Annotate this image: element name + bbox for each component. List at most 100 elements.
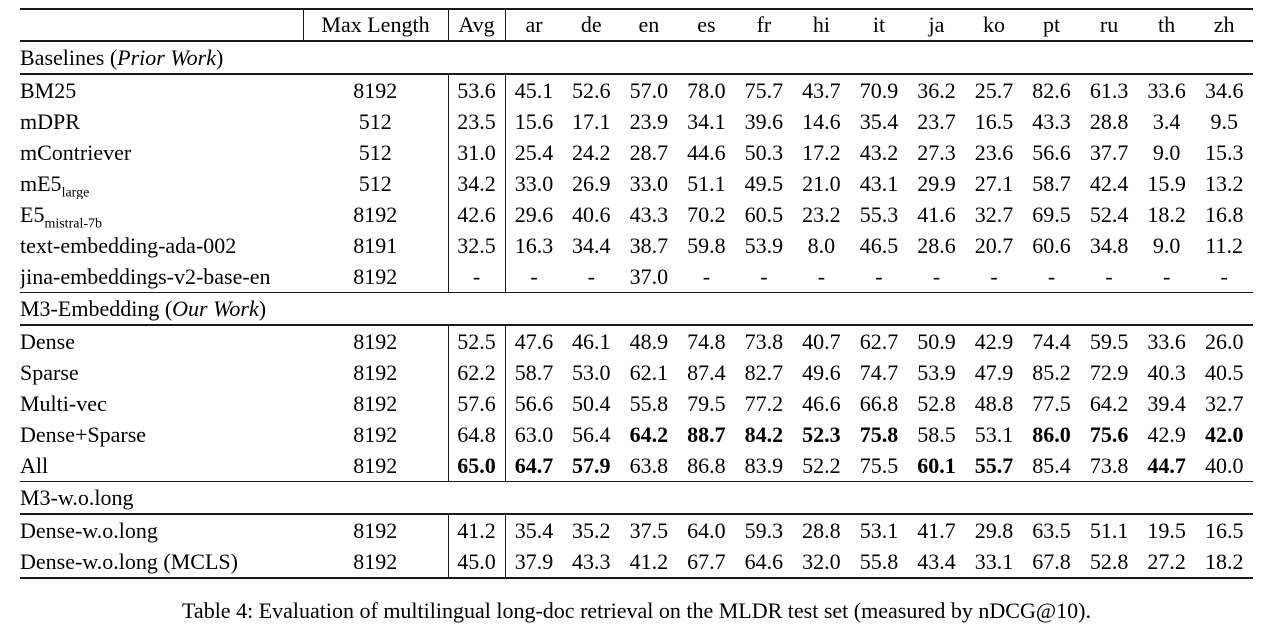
- table-caption: Table 4: Evaluation of multilingual long…: [182, 598, 1091, 623]
- score-cell: 52.2: [802, 452, 841, 478]
- score-cell: 43.3: [629, 201, 669, 227]
- score-cell: -: [702, 263, 711, 289]
- section-title-text: Baselines (: [20, 44, 118, 70]
- score-cell: 62.7: [859, 328, 899, 354]
- score-cell: 64.6: [744, 548, 784, 574]
- score-cell: 13.2: [1204, 170, 1244, 196]
- section-title-italic: Prior Work: [117, 44, 216, 70]
- max-length-cell: 8192: [303, 419, 449, 450]
- score-cell: 46.5: [859, 232, 899, 258]
- score-cell: 55.7: [974, 452, 1014, 478]
- score-cell: 27.2: [1147, 548, 1186, 574]
- section-title-italic: Our Work: [172, 295, 259, 321]
- score-cell: 38.7: [629, 232, 669, 258]
- score-cell: 35.2: [572, 517, 611, 543]
- score-cell: 25.7: [974, 77, 1014, 103]
- score-cell: 77.5: [1032, 390, 1071, 416]
- max-length-cell: 8191: [303, 230, 449, 261]
- column-header: zh: [1195, 9, 1253, 42]
- data-row: jina-embeddings-v2-base-en 8192- - -37.0- - -…: [20, 261, 1253, 293]
- score-cell: 58.7: [1032, 170, 1071, 196]
- score-cell: 70.2: [687, 201, 726, 227]
- score-cell: 70.9: [859, 77, 899, 103]
- score-cell: 33.6: [1147, 77, 1186, 103]
- score-cell: 42.0: [1204, 421, 1244, 447]
- score-cell: 55.8: [859, 548, 899, 574]
- max-length-cell: 8192: [303, 325, 449, 357]
- section-header-row: M3-w.o.long: [20, 481, 1253, 515]
- score-cell: 50.4: [572, 390, 611, 416]
- data-row: Multi-vec 8192 57.6 56.6 50.4 55.8 79.5 77.2 46.…: [20, 388, 1253, 419]
- score-cell: 42.4: [1089, 170, 1129, 196]
- score-cell: 28.7: [629, 139, 669, 165]
- row-label: jina-embeddings-v2-base-en: [20, 263, 271, 289]
- column-header: de: [562, 9, 621, 42]
- score-cell: 55.8: [629, 390, 669, 416]
- section-title: M3-w.o.long: [20, 481, 1253, 515]
- score-cell: 47.9: [974, 359, 1014, 385]
- data-row: Dense-w.o.long (MCLS) 8192 45.0 37.9 43.3 41.…: [20, 546, 1253, 578]
- avg-cell: 32.5: [448, 230, 506, 261]
- avg-cell: 53.6: [448, 74, 506, 106]
- score-cell: 34.8: [1089, 232, 1129, 258]
- section-title-text: M3-w.o.long: [20, 484, 134, 510]
- score-cell: 32.7: [974, 201, 1014, 227]
- score-cell: 21.0: [802, 170, 841, 196]
- max-length-cell: 8192: [303, 388, 449, 419]
- score-cell: 74.8: [687, 328, 726, 354]
- row-label: Dense: [20, 328, 75, 354]
- score-cell: 25.4: [514, 139, 554, 165]
- score-cell: 27.3: [917, 139, 956, 165]
- row-label-subscript: large: [61, 184, 90, 199]
- score-cell: -: [1162, 263, 1171, 289]
- score-cell: 46.1: [572, 328, 611, 354]
- data-row: mDPR 512 23.5 15.6 17.1 23.9 34.1 39.6 14.6 35.4 2…: [20, 106, 1253, 137]
- max-length-cell: 512: [303, 137, 449, 168]
- column-header: fr: [735, 9, 793, 42]
- section-title: M3-Embedding (Our Work): [20, 292, 1253, 326]
- score-cell: 83.9: [744, 452, 784, 478]
- column-header: ar: [505, 9, 563, 42]
- score-cell: 42.9: [974, 328, 1014, 354]
- score-cell: -: [932, 263, 941, 289]
- score-cell: 60.1: [917, 452, 956, 478]
- score-cell: 33.0: [629, 170, 669, 196]
- score-cell: -: [990, 263, 998, 289]
- row-label: Dense-w.o.long (MCLS): [20, 548, 238, 574]
- score-cell: 52.8: [917, 390, 956, 416]
- score-cell: 29.6: [514, 201, 554, 227]
- score-cell: 50.9: [917, 328, 956, 354]
- score-cell: 74.4: [1032, 328, 1071, 354]
- score-cell: 17.1: [572, 108, 611, 134]
- score-cell: 44.6: [687, 139, 726, 165]
- column-header: ko: [965, 9, 1023, 42]
- score-cell: 20.7: [974, 232, 1014, 258]
- score-cell: 43.7: [802, 77, 841, 103]
- score-cell: 9.5: [1210, 108, 1238, 134]
- score-cell: 26.9: [572, 170, 611, 196]
- score-cell: 64.2: [1089, 390, 1129, 416]
- score-cell: 53.9: [744, 232, 784, 258]
- score-cell: -: [875, 263, 883, 289]
- score-cell: 9.0: [1152, 139, 1181, 165]
- section-header-row: Baselines (Prior Work): [20, 40, 1253, 75]
- score-cell: 28.8: [802, 517, 841, 543]
- column-header: Max Length: [302, 9, 449, 42]
- data-row: BM25 8192 53.6 45.1 52.6 57.0 78.0 75.7 43.7 70.9…: [20, 74, 1253, 106]
- column-header: hi: [792, 9, 851, 42]
- row-label: Multi-vec: [20, 390, 107, 416]
- score-cell: 40.3: [1147, 359, 1186, 385]
- score-cell: 86.8: [687, 452, 726, 478]
- data-row: Dense-w.o.long 8192 41.2 35.4 35.2 37.5 64.0 59…: [20, 514, 1253, 546]
- score-cell: 40.7: [802, 328, 841, 354]
- column-header-blank: [20, 9, 303, 42]
- score-cell: 41.7: [917, 517, 956, 543]
- score-cell: 58.5: [917, 421, 956, 447]
- score-cell: 34.1: [687, 108, 726, 134]
- row-label: E5mistral-7b: [20, 201, 102, 231]
- score-cell: 59.5: [1089, 328, 1129, 354]
- score-cell: 53.1: [859, 517, 899, 543]
- score-cell: 37.5: [629, 517, 669, 543]
- avg-cell: 52.5: [448, 325, 506, 357]
- row-label: mDPR: [20, 108, 80, 134]
